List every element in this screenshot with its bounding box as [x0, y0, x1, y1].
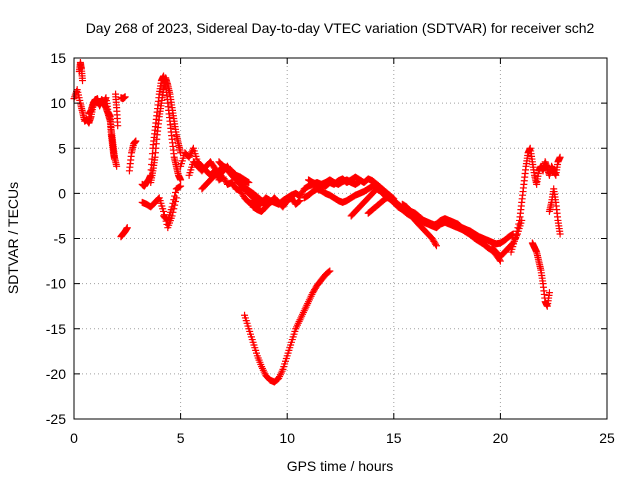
x-tick-label: 10: [279, 430, 295, 446]
series-seg2: [75, 59, 87, 85]
series-seg22: [411, 216, 440, 250]
series-seg15: [215, 158, 253, 187]
data-point: [114, 122, 122, 130]
data-point: [545, 289, 553, 297]
x-tick-label: 25: [599, 430, 615, 446]
data-point: [295, 197, 303, 205]
series-seg24: [507, 144, 564, 256]
data-point: [515, 220, 523, 228]
data-point: [111, 155, 119, 163]
data-point: [113, 162, 121, 170]
series-seg5: [117, 93, 129, 103]
series-seg7: [125, 137, 140, 175]
series-seg6: [117, 224, 131, 241]
y-tick-label: -20: [46, 366, 66, 382]
x-tick-label: 15: [386, 430, 402, 446]
y-tick-label: 0: [58, 185, 66, 201]
data-point: [169, 199, 177, 207]
series-seg14: [198, 162, 278, 208]
series-seg19: [347, 185, 398, 220]
series-seg25: [528, 239, 553, 310]
y-tick-label: -5: [54, 231, 67, 247]
data-point: [294, 198, 302, 206]
data-point: [171, 188, 179, 196]
data-point: [324, 268, 332, 276]
y-tick-label: 10: [50, 95, 66, 111]
series-seg27: [241, 267, 334, 386]
data-point: [171, 192, 179, 200]
data-point: [177, 176, 185, 184]
data-point: [177, 182, 185, 190]
series-seg26: [545, 185, 564, 238]
x-tick-label: 5: [177, 430, 185, 446]
data-point: [556, 230, 564, 238]
data-point: [513, 227, 521, 235]
data-point: [170, 196, 178, 204]
series-seg3: [85, 96, 119, 163]
data-point: [325, 268, 333, 276]
data-point: [132, 137, 140, 145]
data-point: [356, 178, 364, 186]
data-point: [511, 235, 519, 242]
y-axis-label: SDTVAR / TECUs: [5, 182, 21, 294]
data-point: [296, 197, 304, 205]
y-tick-label: 5: [58, 140, 66, 156]
series-seg9: [147, 74, 185, 187]
data-point: [168, 203, 176, 211]
series-seg21: [398, 200, 504, 265]
data-point: [514, 224, 522, 232]
series-seg17: [300, 180, 398, 206]
y-tick-label: -15: [46, 321, 66, 337]
data-point: [326, 267, 334, 275]
y-tick-label: 15: [50, 50, 66, 66]
x-tick-label: 0: [70, 430, 78, 446]
data-point: [432, 242, 440, 250]
x-tick-label: 20: [493, 430, 509, 446]
data-point: [432, 240, 440, 248]
y-tick-label: -25: [46, 411, 66, 427]
series-seg18: [305, 176, 364, 188]
data-point: [245, 179, 253, 187]
data-point: [121, 93, 129, 101]
series-seg10: [138, 194, 180, 232]
x-axis-label: GPS time / hours: [287, 458, 394, 474]
y-tick-label: -10: [46, 276, 66, 292]
data-point: [123, 224, 131, 232]
series-seg11: [160, 182, 185, 224]
data-point: [79, 77, 87, 85]
series-seg4: [112, 90, 122, 130]
data-point: [556, 153, 564, 161]
data-point: [512, 231, 520, 239]
axis-ticks: 0 5 10 15 20 25 -25 -20 -15 -10 -5 0 5 10 15: [46, 50, 615, 446]
chart-title: Day 268 of 2023, Sidereal Day-to-day VTE…: [86, 20, 595, 36]
data-points: [70, 59, 564, 386]
series-seg16: [249, 194, 304, 215]
